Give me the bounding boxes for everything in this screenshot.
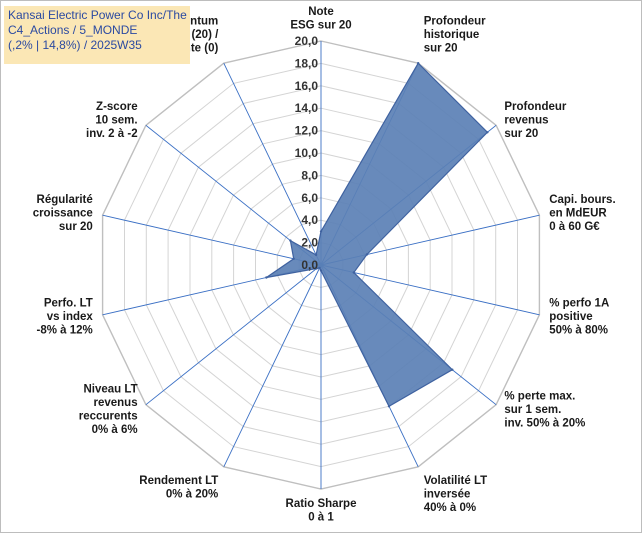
axis-label: Note ESG sur 20 (290, 6, 351, 32)
axis-label-line: en MdEUR (549, 208, 607, 220)
axis-label-line: inversée (424, 489, 471, 501)
axis-label-line: Profondeur (504, 101, 566, 113)
axis-label-line: % perfo 1A (549, 297, 609, 309)
tick-label: 20,0 (295, 34, 319, 48)
axis-label-line: 50% à 80% (549, 324, 608, 336)
axis-label-line: sur 1 sem. (504, 404, 561, 416)
data-point (265, 276, 268, 279)
axis-label: Z-score 10 sem.inv. 2 à -2 (86, 101, 138, 140)
axis-label-line: Ratio Sharpe (286, 498, 357, 510)
axis-spoke (223, 264, 322, 467)
axis-label-line: Perfo. LT (44, 297, 93, 309)
tick-labels: 0,0 2,0 4,0 6,0 8,0 10,0 12,0 14,0 16,0 18,0 20,0 (295, 34, 319, 272)
data-point (486, 131, 489, 134)
axis-label-line: Régularité (37, 194, 93, 206)
axis-label: Perfo. LT vs index-8% à 12% (37, 297, 94, 336)
axis-label-line: 10 sem. (95, 115, 137, 127)
tick-label: 0,0 (301, 258, 318, 272)
axis-spoke (145, 264, 322, 406)
tick-label: 14,0 (295, 101, 319, 115)
tick-label: 18,0 (295, 56, 319, 70)
axis-label-line: Note (308, 6, 334, 18)
tick-label: 12,0 (295, 124, 319, 138)
axis-label-line: inv. 50% à 20% (504, 417, 585, 429)
axis-label-line: ESG sur 20 (290, 20, 351, 32)
title-line: C4_Actions / 5_MONDE (8, 23, 138, 37)
data-point (314, 253, 318, 257)
title-line: (,2% | 14,8%) / 2025W35 (8, 38, 142, 52)
axis-label-line: inv. 2 à -2 (86, 128, 138, 140)
data-point (352, 271, 355, 274)
axis-label-line: % perte max. (504, 390, 575, 402)
axis-label-line: -8% à 12% (37, 324, 93, 336)
title-line: Kansai Electric Power Co Inc/The (8, 8, 187, 22)
axis-label-line: historique (424, 29, 480, 41)
axis-spoke (102, 214, 322, 266)
axis-label: Rendement LT 0% à 20% (139, 475, 218, 501)
axis-label-line: 40% à 0% (424, 502, 476, 514)
tick-label: 2,0 (301, 236, 318, 250)
axis-label: Ratio Sharpe 0 à 1 (286, 498, 357, 524)
data-point (319, 269, 323, 272)
data-point (292, 257, 295, 260)
tick-label: 10,0 (295, 146, 319, 160)
axis-label-line: sur 20 (504, 128, 538, 140)
axis-label-line: positive (549, 311, 592, 323)
data-point (387, 405, 391, 408)
data-point (365, 253, 369, 256)
data-point (319, 230, 323, 233)
axis-label-line: reccurents (79, 411, 138, 423)
axis-label-line: vs index (47, 311, 94, 323)
axis-label-line: sur 20 (424, 43, 458, 55)
tick-label: 16,0 (295, 79, 319, 93)
axis-label-line: Profondeur (424, 16, 486, 28)
axis-spoke (223, 63, 322, 266)
data-point (451, 368, 454, 371)
axis-label-line: 0 à 60 G€ (549, 221, 600, 233)
tick-label: 6,0 (301, 191, 318, 205)
data-point (417, 62, 420, 65)
axis-label-line: revenus (93, 397, 137, 409)
axis-label-line: 0% à 6% (92, 424, 138, 436)
data-point (289, 239, 292, 242)
axis-label-line: Niveau LT (83, 384, 137, 396)
axis-label-line: Volatilité LT (424, 475, 487, 487)
data-point (318, 266, 321, 270)
chart-title: Kansai Electric Power Co Inc/The C4_Acti… (4, 6, 190, 64)
tick-label: 8,0 (301, 168, 318, 182)
axis-label: % perte max. sur 1 sem.inv. 50% à 20% (504, 390, 585, 429)
axis-label-line: Rendement LT (139, 475, 218, 487)
axis-label-line: croissance (33, 208, 93, 220)
axis-label-line: revenus (504, 115, 548, 127)
series-layer (265, 62, 489, 408)
axis-label-line: Z-score (96, 101, 138, 113)
axis-spoke (320, 264, 540, 316)
data-point (315, 267, 318, 270)
axis-label-line: 0% à 20% (166, 489, 218, 501)
axis-label-line: 0 à 1 (308, 512, 334, 524)
axis-label-line: sur 20 (59, 221, 93, 233)
axis-label-line: Capi. bours. (549, 194, 615, 206)
tick-label: 4,0 (301, 213, 318, 227)
